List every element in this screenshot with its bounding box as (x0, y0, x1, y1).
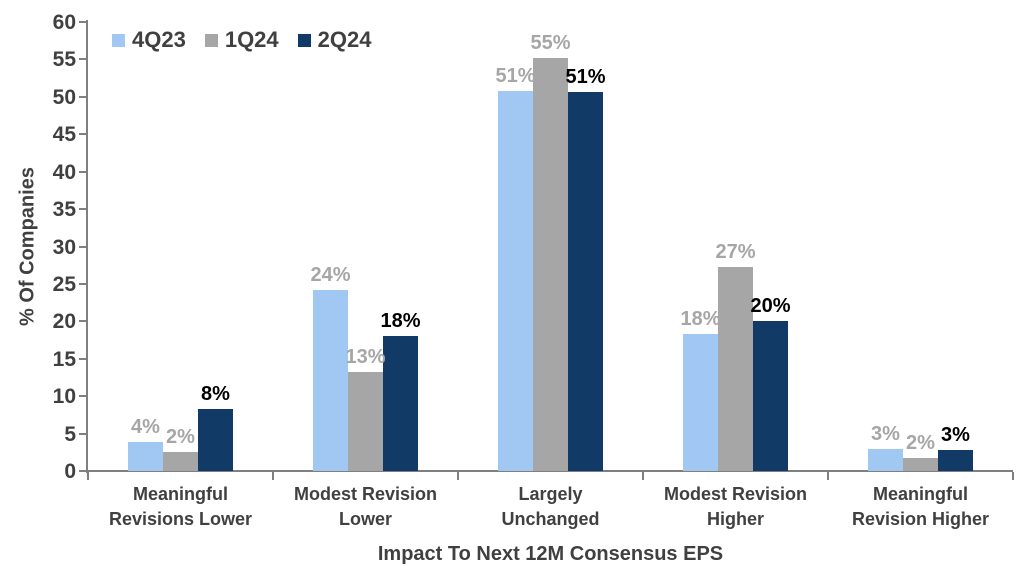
bar-value-label: 27% (715, 241, 756, 264)
bar-value-label: 3% (871, 423, 900, 446)
bar-2q24 (198, 408, 233, 471)
x-category-label: Modest Revision Lower (293, 484, 438, 529)
bar-value-label: 4% (131, 415, 160, 438)
bar-4q23 (128, 441, 163, 471)
bar-2q24 (568, 92, 603, 471)
bar-1q24 (903, 457, 938, 471)
bar-value-label: 3% (941, 424, 970, 447)
bar-4q23 (683, 334, 718, 471)
legend-swatch-icon (112, 33, 125, 47)
y-tick (79, 357, 87, 360)
y-tick (79, 133, 87, 136)
legend-label: 1Q24 (224, 27, 279, 52)
x-category-label: Largely Unchanged (501, 484, 600, 529)
bar-1q24 (163, 452, 198, 471)
y-tick (79, 470, 87, 472)
x-axis-title: Impact To Next 12M Consensus EPS (377, 543, 724, 565)
bar-value-label: 24% (310, 263, 351, 286)
bar-2q24 (753, 320, 788, 471)
bar-value-label: 55% (530, 31, 571, 54)
bar-1q24 (348, 372, 383, 471)
y-tick-label: 55 (52, 48, 76, 72)
bar-1q24 (533, 57, 568, 471)
legend-label: 4Q23 (132, 27, 186, 52)
y-tick (79, 245, 87, 248)
y-tick-label: 40 (52, 160, 76, 184)
y-tick (79, 58, 87, 61)
x-category-label: Meaningful Revision Higher (851, 484, 990, 529)
y-tick (79, 21, 87, 23)
y-tick (79, 320, 87, 323)
bar-2q24 (938, 450, 973, 471)
y-tick (79, 395, 87, 398)
y-tick-label: 0 (64, 460, 76, 483)
x-axis-line (86, 470, 1013, 472)
legend-swatch-icon (204, 33, 218, 47)
y-tick-label: 60 (52, 11, 76, 34)
bar-value-label: 20% (750, 294, 791, 317)
bar-4q23 (498, 90, 533, 471)
legend-item-4q23: 4Q23 (112, 29, 186, 51)
x-tick (827, 472, 829, 480)
y-tick-label: 30 (52, 235, 76, 259)
x-tick (272, 472, 274, 480)
y-tick (79, 432, 87, 435)
y-tick-label: 5 (64, 422, 76, 446)
x-tick (457, 472, 459, 480)
x-category-label: Modest Revision Higher (663, 484, 808, 529)
bar-4q23 (313, 289, 348, 471)
x-tick (1012, 472, 1014, 480)
y-tick-label: 10 (52, 385, 76, 409)
x-category-label: Meaningful Revisions Lower (108, 484, 253, 529)
y-tick (79, 170, 87, 173)
y-tick-label: 35 (52, 198, 76, 222)
legend-label: 2Q24 (317, 27, 372, 52)
bar-value-label: 2% (166, 426, 195, 449)
bar-value-label: 51% (565, 66, 606, 89)
x-tick (642, 472, 644, 480)
y-tick (79, 95, 87, 98)
y-tick-label: 15 (52, 347, 76, 371)
bar-2q24 (383, 335, 418, 471)
bar-value-label: 2% (906, 431, 935, 454)
bar-value-label: 51% (495, 64, 536, 87)
bar-value-label: 18% (680, 308, 721, 331)
bar-1q24 (718, 267, 753, 471)
legend-item-2q24: 2Q24 (297, 27, 372, 52)
y-axis-line (86, 20, 88, 473)
bar-value-label: 13% (345, 346, 386, 369)
y-tick-label: 50 (52, 85, 76, 109)
x-tick (87, 472, 89, 480)
legend-item-1q24: 1Q24 (204, 27, 279, 52)
y-tick (79, 208, 87, 211)
bar-value-label: 18% (380, 309, 421, 332)
y-tick-label: 25 (52, 272, 76, 296)
bar-value-label: 8% (201, 382, 230, 405)
y-tick (79, 282, 87, 285)
bar-4q23 (868, 449, 903, 471)
legend: 4Q23 1Q24 2Q24 (112, 29, 371, 51)
legend-swatch-icon (297, 33, 311, 47)
y-tick-label: 20 (52, 310, 76, 334)
y-tick-label: 45 (52, 123, 76, 147)
